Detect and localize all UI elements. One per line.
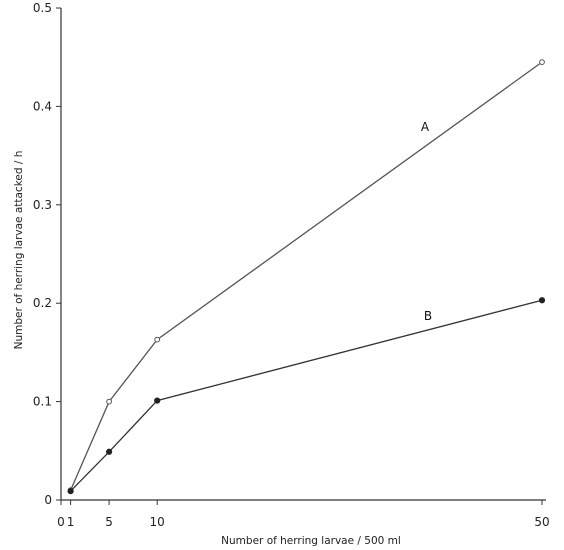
y-tick-label: 0.2: [33, 296, 52, 310]
data-point: [539, 59, 545, 66]
x-tick-label: 10: [150, 515, 165, 529]
y-tick-label: 0: [44, 493, 52, 507]
y-tick-label: 0.4: [33, 99, 52, 113]
series-line: [70, 299, 543, 492]
y-axis-title: Number of herring larvae attacked / h: [13, 151, 25, 350]
data-point: [538, 297, 546, 304]
x-axis-title: Number of herring larvae / 500 ml: [221, 535, 401, 547]
series-a: A: [67, 59, 545, 494]
x-tick-label: 0: [57, 515, 65, 529]
data-point: [154, 336, 161, 343]
series-label: A: [421, 120, 430, 134]
data-point: [67, 488, 74, 495]
y-tick-label: 0.1: [33, 395, 52, 409]
series-label: B: [424, 309, 432, 323]
series-line: [70, 61, 543, 491]
series-layer: AB: [67, 59, 546, 495]
data-point: [106, 448, 113, 455]
series-b: B: [67, 297, 546, 495]
axes: [60, 8, 546, 501]
y-tick-label: 0.3: [33, 198, 52, 212]
data-point: [154, 397, 161, 404]
x-tick-label: 50: [534, 515, 549, 529]
x-ticks: 0 1 5 10 50: [57, 500, 550, 529]
y-ticks: 0 0.1 0.2 0.3 0.4 0.5: [33, 1, 61, 507]
x-tick-label: 5: [105, 515, 113, 529]
y-tick-label: 0.5: [33, 1, 52, 15]
data-point: [106, 398, 112, 405]
x-tick-label: 1: [67, 515, 75, 529]
